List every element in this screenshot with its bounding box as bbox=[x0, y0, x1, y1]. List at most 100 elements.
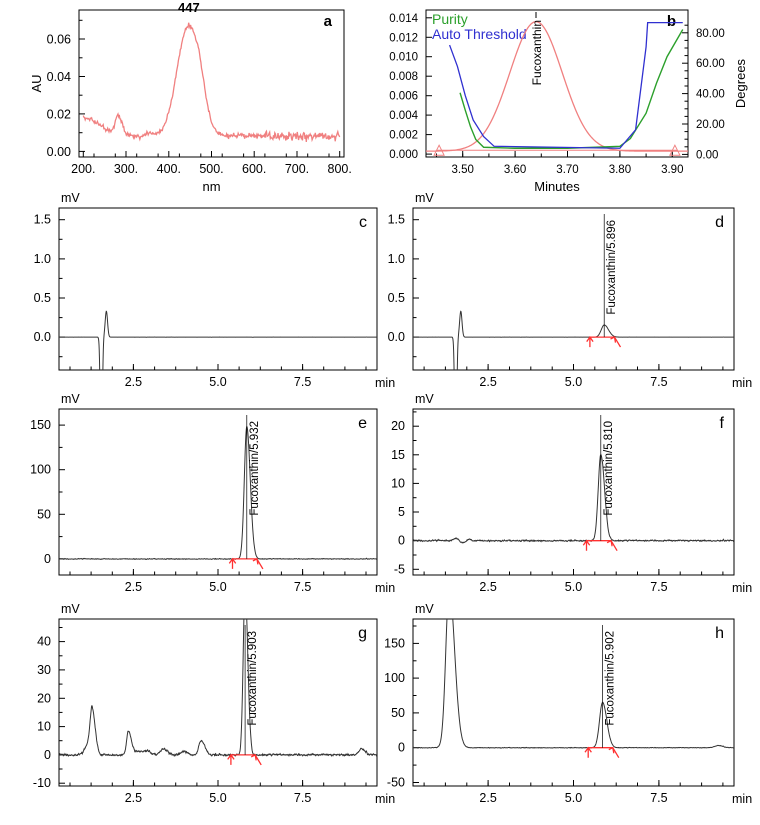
svg-text:200.: 200. bbox=[71, 162, 95, 176]
svg-text:5.0: 5.0 bbox=[565, 375, 582, 389]
svg-text:0.5: 0.5 bbox=[34, 291, 51, 305]
svg-text:0: 0 bbox=[44, 748, 51, 762]
svg-text:Degrees: Degrees bbox=[733, 58, 748, 108]
svg-text:min: min bbox=[732, 581, 752, 595]
svg-text:50: 50 bbox=[37, 507, 51, 521]
svg-text:min: min bbox=[375, 581, 395, 595]
svg-text:mV: mV bbox=[61, 392, 80, 406]
svg-text:min: min bbox=[732, 376, 752, 390]
svg-text:0.000: 0.000 bbox=[389, 149, 418, 161]
svg-text:0.5: 0.5 bbox=[388, 291, 405, 305]
svg-text:0.06: 0.06 bbox=[47, 33, 71, 47]
svg-text:3.50: 3.50 bbox=[452, 164, 474, 176]
svg-text:g: g bbox=[358, 625, 367, 642]
svg-text:Fucoxanthin/5.903: Fucoxanthin/5.903 bbox=[247, 631, 259, 726]
svg-text:0: 0 bbox=[398, 741, 405, 755]
svg-text:400.: 400. bbox=[157, 162, 181, 176]
svg-text:800.: 800. bbox=[328, 162, 352, 176]
svg-text:447: 447 bbox=[178, 0, 200, 15]
svg-text:Fucoxanthin/5.902: Fucoxanthin/5.902 bbox=[605, 631, 617, 726]
svg-text:mV: mV bbox=[61, 191, 80, 205]
svg-text:0: 0 bbox=[398, 534, 405, 548]
svg-text:min: min bbox=[732, 792, 752, 806]
svg-text:e: e bbox=[358, 415, 367, 432]
svg-text:0.008: 0.008 bbox=[389, 71, 418, 83]
svg-text:2.5: 2.5 bbox=[479, 375, 496, 389]
svg-text:Fucoxanthin/5.932: Fucoxanthin/5.932 bbox=[249, 421, 261, 516]
svg-text:Auto Threshold: Auto Threshold bbox=[432, 26, 527, 42]
svg-text:0.00: 0.00 bbox=[696, 149, 718, 161]
svg-text:2.5: 2.5 bbox=[125, 375, 142, 389]
svg-text:a: a bbox=[324, 13, 333, 30]
svg-text:3.60: 3.60 bbox=[504, 164, 526, 176]
svg-text:d: d bbox=[715, 214, 724, 231]
svg-text:20.00: 20.00 bbox=[696, 119, 725, 131]
svg-text:5.0: 5.0 bbox=[565, 791, 582, 805]
svg-text:700.: 700. bbox=[285, 162, 309, 176]
svg-text:500.: 500. bbox=[199, 162, 223, 176]
svg-text:0.00: 0.00 bbox=[47, 145, 71, 159]
svg-text:2.5: 2.5 bbox=[479, 580, 496, 594]
svg-text:-5: -5 bbox=[394, 562, 405, 576]
svg-text:7.5: 7.5 bbox=[650, 791, 667, 805]
svg-text:-50: -50 bbox=[387, 776, 405, 790]
svg-text:1.0: 1.0 bbox=[388, 252, 405, 266]
svg-text:600.: 600. bbox=[242, 162, 266, 176]
svg-text:2.5: 2.5 bbox=[479, 791, 496, 805]
svg-text:5.0: 5.0 bbox=[565, 580, 582, 594]
svg-text:Fucoxanthin/5.810: Fucoxanthin/5.810 bbox=[603, 421, 615, 516]
svg-text:20: 20 bbox=[37, 691, 51, 705]
svg-text:1.0: 1.0 bbox=[34, 252, 51, 266]
svg-text:0.014: 0.014 bbox=[389, 13, 418, 25]
svg-text:min: min bbox=[375, 792, 395, 806]
svg-text:7.5: 7.5 bbox=[294, 791, 311, 805]
svg-text:2.5: 2.5 bbox=[125, 580, 142, 594]
svg-text:7.5: 7.5 bbox=[650, 580, 667, 594]
svg-text:300.: 300. bbox=[114, 162, 138, 176]
svg-text:30: 30 bbox=[37, 663, 51, 677]
svg-text:0.0: 0.0 bbox=[388, 330, 405, 344]
svg-text:50: 50 bbox=[391, 706, 405, 720]
svg-text:100: 100 bbox=[384, 671, 405, 685]
svg-text:3.70: 3.70 bbox=[556, 164, 578, 176]
svg-text:Minutes: Minutes bbox=[534, 179, 580, 194]
svg-text:nm: nm bbox=[202, 179, 220, 194]
svg-text:150: 150 bbox=[30, 418, 51, 432]
svg-text:Purity: Purity bbox=[432, 11, 468, 27]
svg-text:10: 10 bbox=[391, 476, 405, 490]
svg-text:mV: mV bbox=[61, 602, 80, 616]
svg-text:0: 0 bbox=[44, 552, 51, 566]
svg-text:10: 10 bbox=[37, 720, 51, 734]
svg-text:5.0: 5.0 bbox=[209, 375, 226, 389]
svg-text:0.0: 0.0 bbox=[34, 330, 51, 344]
svg-text:AU: AU bbox=[29, 74, 44, 92]
svg-text:2.5: 2.5 bbox=[125, 791, 142, 805]
svg-text:h: h bbox=[715, 625, 724, 642]
svg-text:mV: mV bbox=[415, 191, 434, 205]
svg-text:min: min bbox=[375, 376, 395, 390]
svg-text:0.002: 0.002 bbox=[389, 130, 418, 142]
svg-text:-10: -10 bbox=[33, 776, 51, 790]
svg-text:5: 5 bbox=[398, 505, 405, 519]
svg-text:3.80: 3.80 bbox=[609, 164, 631, 176]
svg-text:0.02: 0.02 bbox=[47, 107, 71, 121]
svg-text:0.006: 0.006 bbox=[389, 91, 418, 103]
svg-text:5.0: 5.0 bbox=[209, 580, 226, 594]
svg-text:7.5: 7.5 bbox=[650, 375, 667, 389]
svg-text:150: 150 bbox=[384, 636, 405, 650]
svg-text:3.90: 3.90 bbox=[661, 164, 683, 176]
svg-text:7.5: 7.5 bbox=[294, 580, 311, 594]
svg-text:b: b bbox=[667, 13, 676, 30]
svg-text:7.5: 7.5 bbox=[294, 375, 311, 389]
svg-text:c: c bbox=[359, 214, 367, 231]
svg-text:1.5: 1.5 bbox=[388, 213, 405, 227]
svg-text:5.0: 5.0 bbox=[209, 791, 226, 805]
svg-text:mV: mV bbox=[415, 602, 434, 616]
svg-text:0.010: 0.010 bbox=[389, 52, 418, 64]
svg-text:1.5: 1.5 bbox=[34, 213, 51, 227]
svg-text:Fucoxanthin: Fucoxanthin bbox=[530, 20, 544, 85]
svg-text:100: 100 bbox=[30, 463, 51, 477]
svg-text:0.012: 0.012 bbox=[389, 32, 418, 44]
svg-text:Fucoxanthin/5.896: Fucoxanthin/5.896 bbox=[606, 220, 618, 315]
svg-text:60.00: 60.00 bbox=[696, 58, 725, 70]
